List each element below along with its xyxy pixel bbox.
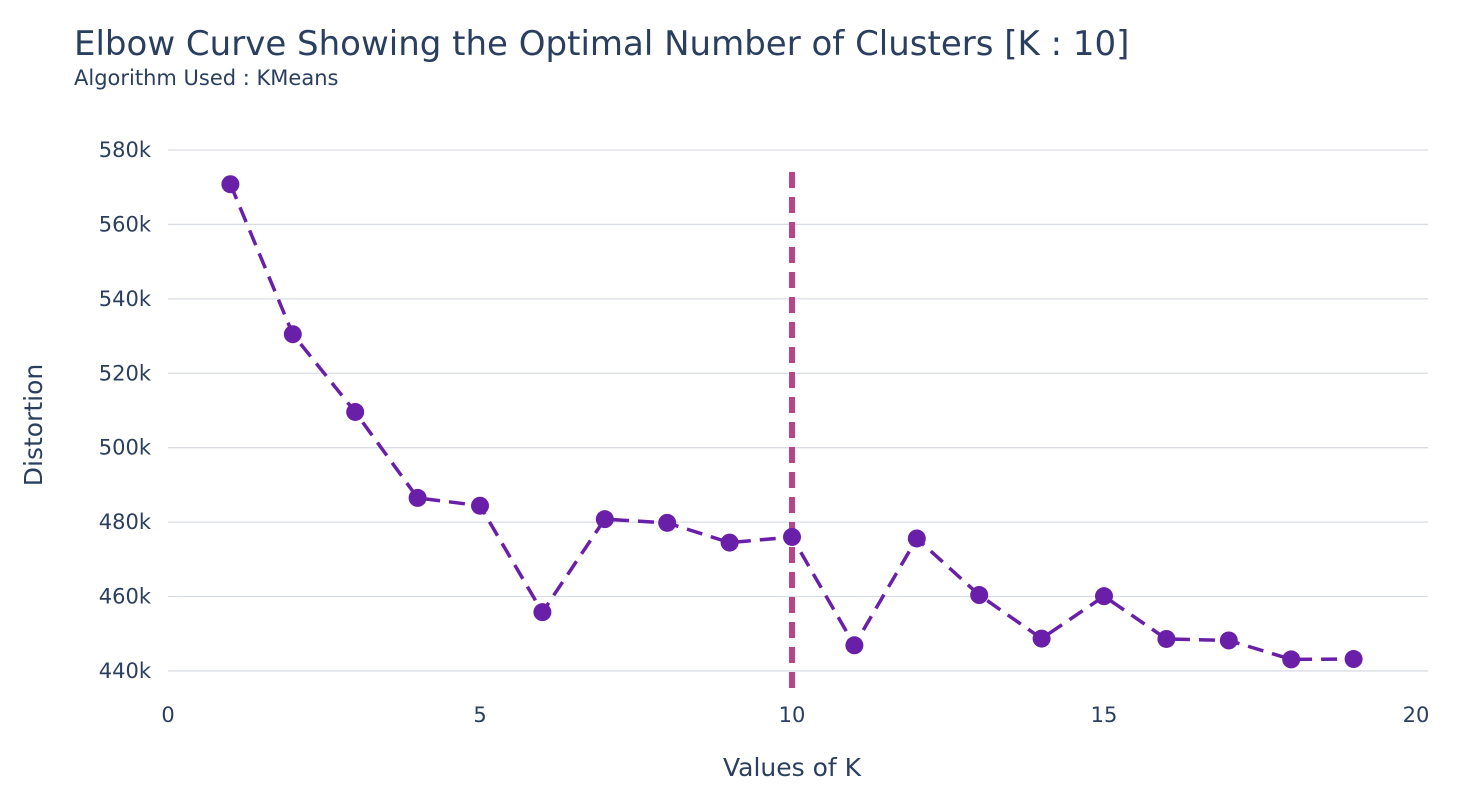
x-tick-label: 20	[1403, 703, 1430, 727]
y-tick-label: 560k	[99, 212, 152, 236]
x-axis-title: Values of K	[723, 753, 862, 782]
x-tick-label: 10	[779, 703, 806, 727]
grid-lines	[168, 149, 1428, 672]
data-point	[1095, 587, 1113, 606]
data-point	[970, 586, 989, 605]
data-point	[533, 603, 552, 622]
y-tick-label: 500k	[99, 436, 152, 460]
data-point	[221, 175, 240, 194]
data-point	[1032, 629, 1051, 648]
x-tick-label: 5	[473, 703, 486, 727]
y-axis-title: Distortion	[19, 364, 48, 487]
chart-subtitle: Algorithm Used : KMeans	[74, 66, 339, 90]
y-tick-label: 480k	[99, 510, 152, 534]
y-tick-label: 540k	[99, 287, 152, 311]
y-tick-label: 580k	[99, 138, 152, 162]
chart-title: Elbow Curve Showing the Optimal Number o…	[74, 24, 1130, 64]
data-point	[408, 488, 427, 507]
y-tick-label: 520k	[99, 361, 152, 385]
tick-labels: 440k 460k 480k 500k 520k 540k 560k 580k 0 5 10 15 20	[99, 138, 1430, 727]
data-point	[283, 325, 302, 344]
x-tick-label: 15	[1091, 703, 1118, 727]
x-tick-label: 0	[161, 703, 174, 727]
data-point	[907, 529, 926, 548]
data-point	[1344, 650, 1363, 669]
data-points	[221, 175, 1363, 669]
data-point	[346, 402, 365, 421]
data-point	[845, 636, 864, 655]
data-point	[720, 533, 739, 552]
y-tick-label: 460k	[99, 585, 152, 609]
data-point	[783, 527, 801, 546]
data-point	[1282, 650, 1301, 669]
data-point	[1219, 631, 1238, 650]
data-point	[595, 510, 614, 529]
data-point	[471, 496, 489, 515]
y-tick-label: 440k	[99, 659, 152, 683]
data-point	[1157, 629, 1176, 648]
data-point	[658, 513, 677, 532]
